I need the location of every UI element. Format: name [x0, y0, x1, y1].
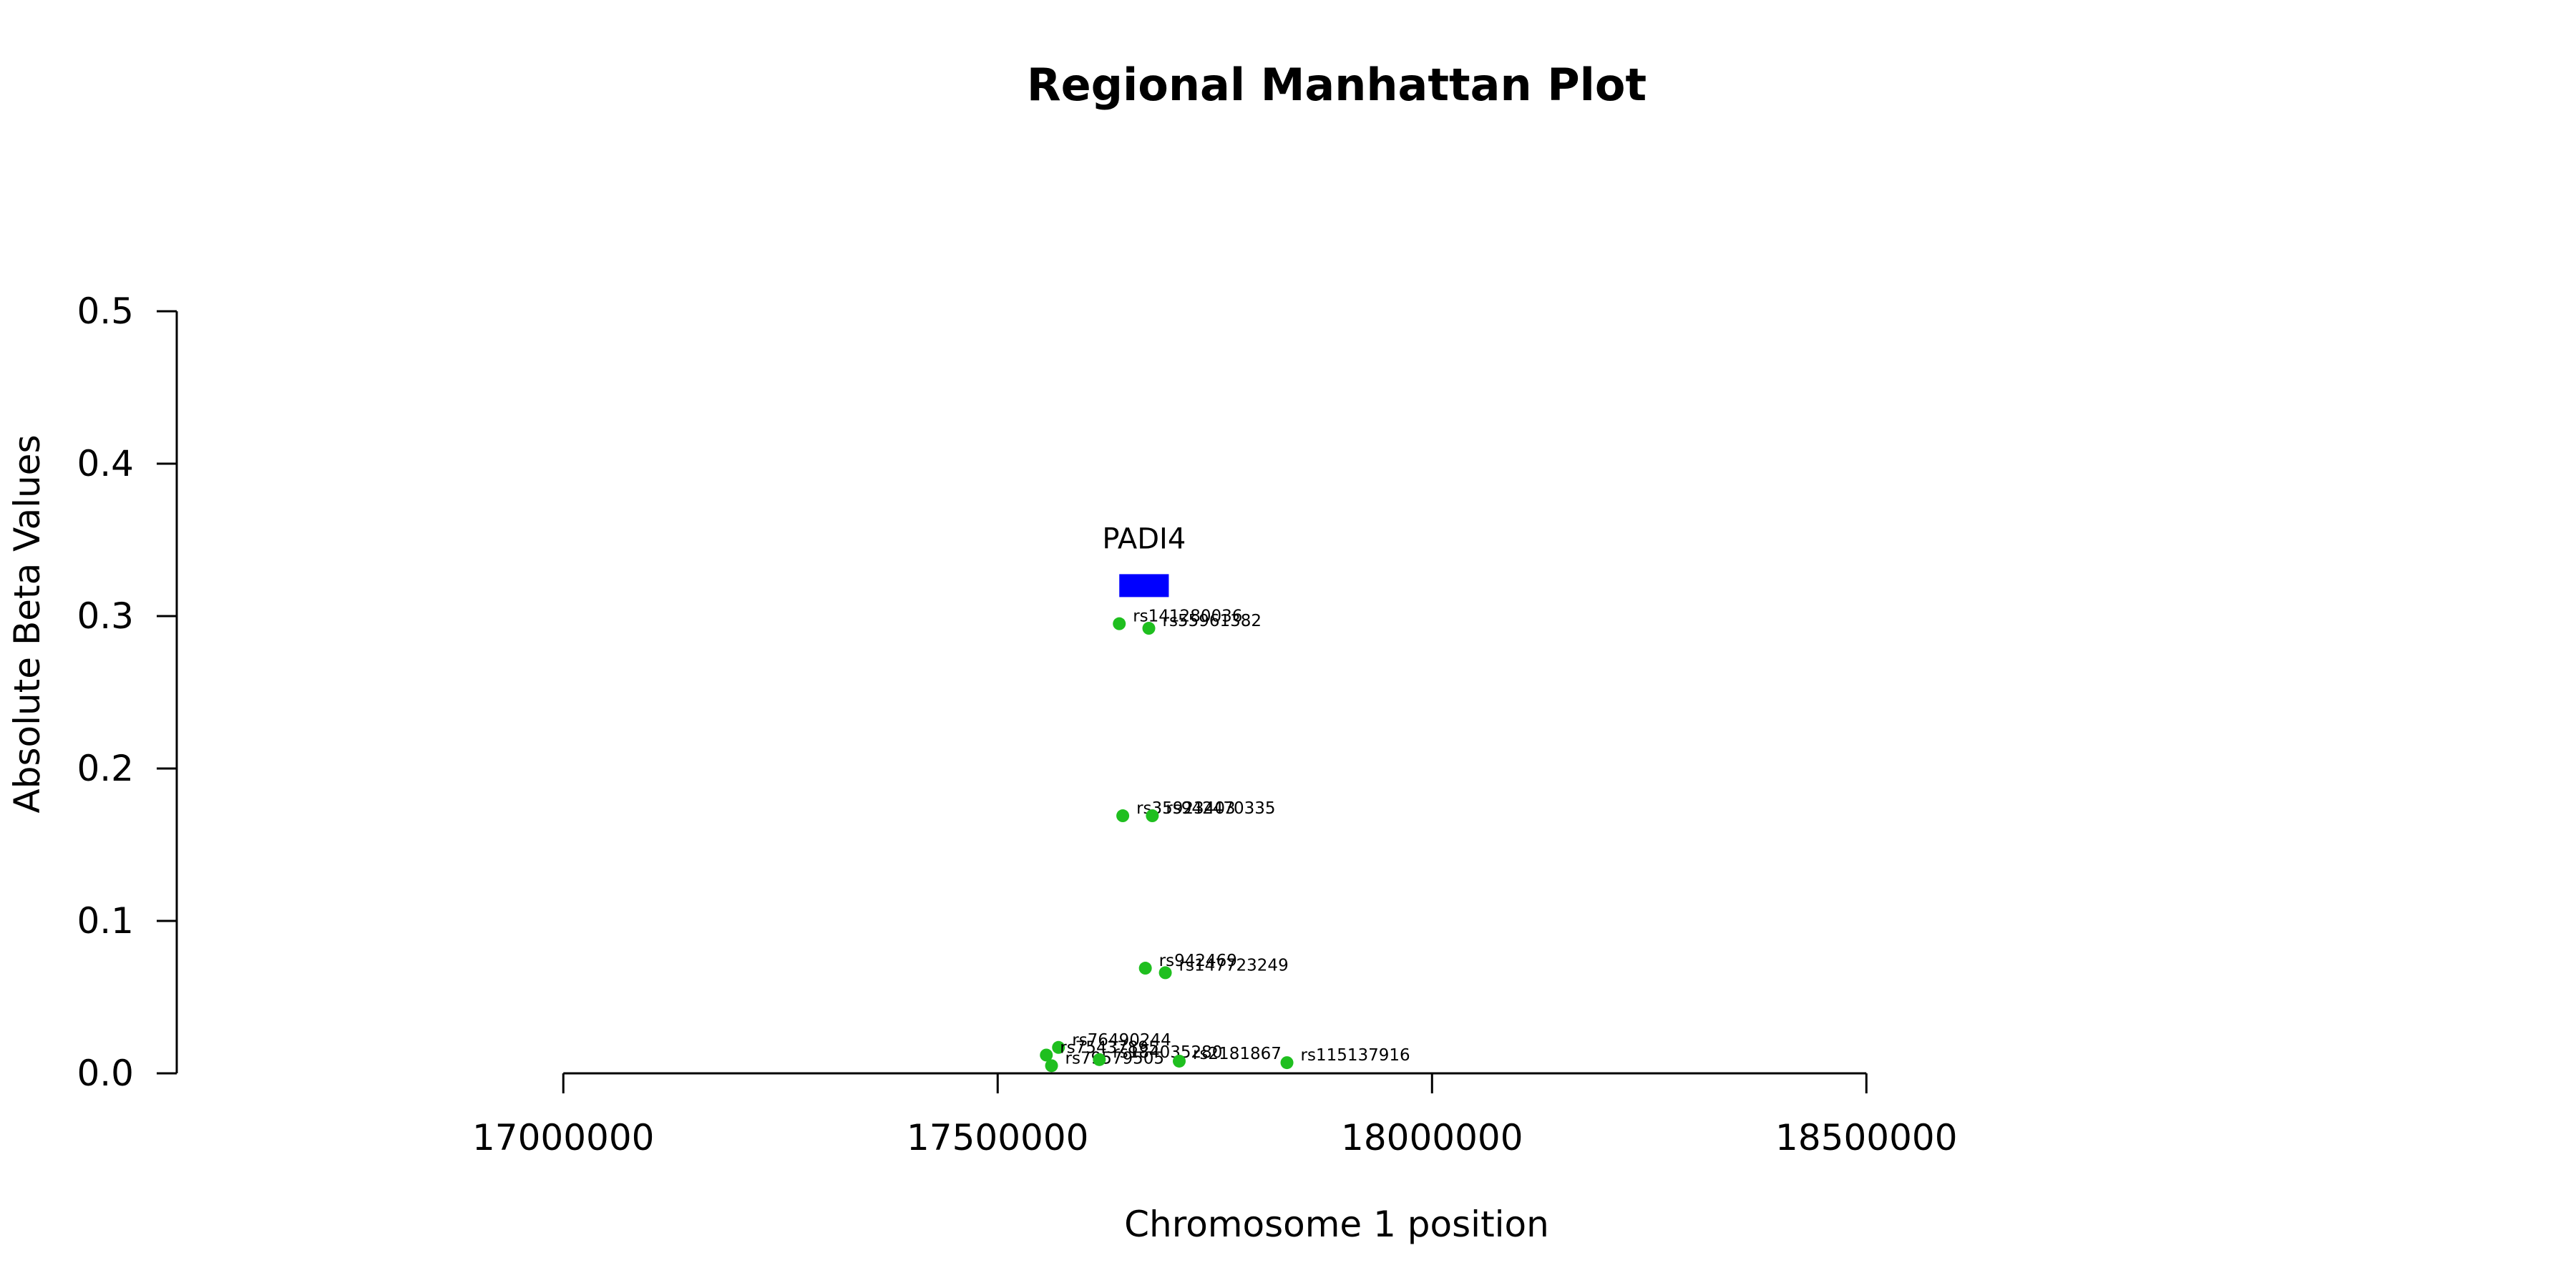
x-axis: 17000000 17500000 18000000 18500000 — [472, 1072, 1958, 1158]
snp-label: rs55961382 — [1163, 612, 1262, 630]
x-tick-label: 17500000 — [907, 1117, 1089, 1158]
snp-points: rs141280036rs55961382rs35923403rs9424703… — [1040, 608, 1410, 1073]
gene-label: PADI4 — [1102, 522, 1186, 555]
snp-point — [1045, 1059, 1058, 1073]
snp-point — [1040, 1048, 1053, 1062]
snp-point — [1052, 1040, 1065, 1054]
snp-point — [1116, 809, 1130, 823]
snp-point — [1158, 966, 1172, 980]
snp-point — [1113, 617, 1126, 630]
y-tick-label: 0.3 — [77, 595, 134, 637]
gene-track: PADI4 — [1102, 522, 1186, 597]
snp-point — [1093, 1053, 1106, 1066]
snp-label: rs184035280 — [1113, 1043, 1222, 1062]
y-axis-label: Absolute Beta Values — [6, 435, 48, 814]
snp-label: rs942469 — [1159, 952, 1237, 970]
gene-bar — [1119, 574, 1169, 597]
snp-label: rs942470335 — [1166, 799, 1275, 818]
snp-point — [1142, 622, 1156, 635]
x-tick-label: 17000000 — [472, 1117, 655, 1158]
snp-label: rs115137916 — [1301, 1046, 1410, 1065]
y-tick-label: 0.5 — [77, 291, 134, 332]
x-tick-label: 18500000 — [1775, 1117, 1958, 1158]
y-tick-label: 0.2 — [77, 748, 134, 789]
y-tick-label: 0.1 — [77, 900, 134, 942]
snp-label: rs147723249 — [1179, 956, 1289, 975]
snp-point — [1280, 1056, 1294, 1070]
snp-label: rs2181867 — [1193, 1045, 1282, 1063]
snp-point — [1146, 809, 1159, 823]
snp-label: rs79579505 — [1065, 1049, 1165, 1068]
x-tick-label: 18000000 — [1341, 1117, 1523, 1158]
snp-point — [1138, 962, 1152, 975]
snp-point — [1172, 1054, 1186, 1068]
y-tick-label: 0.4 — [77, 443, 134, 484]
y-tick-label: 0.0 — [77, 1053, 134, 1094]
snp-label: rs75437895 — [1060, 1038, 1159, 1057]
y-axis: 0.0 0.1 0.2 0.3 0.4 0.5 — [77, 291, 178, 1094]
x-axis-label: Chromosome 1 position — [1124, 1204, 1549, 1245]
snp-label: rs76490244 — [1072, 1031, 1171, 1050]
chart-title: Regional Manhattan Plot — [1027, 59, 1646, 111]
